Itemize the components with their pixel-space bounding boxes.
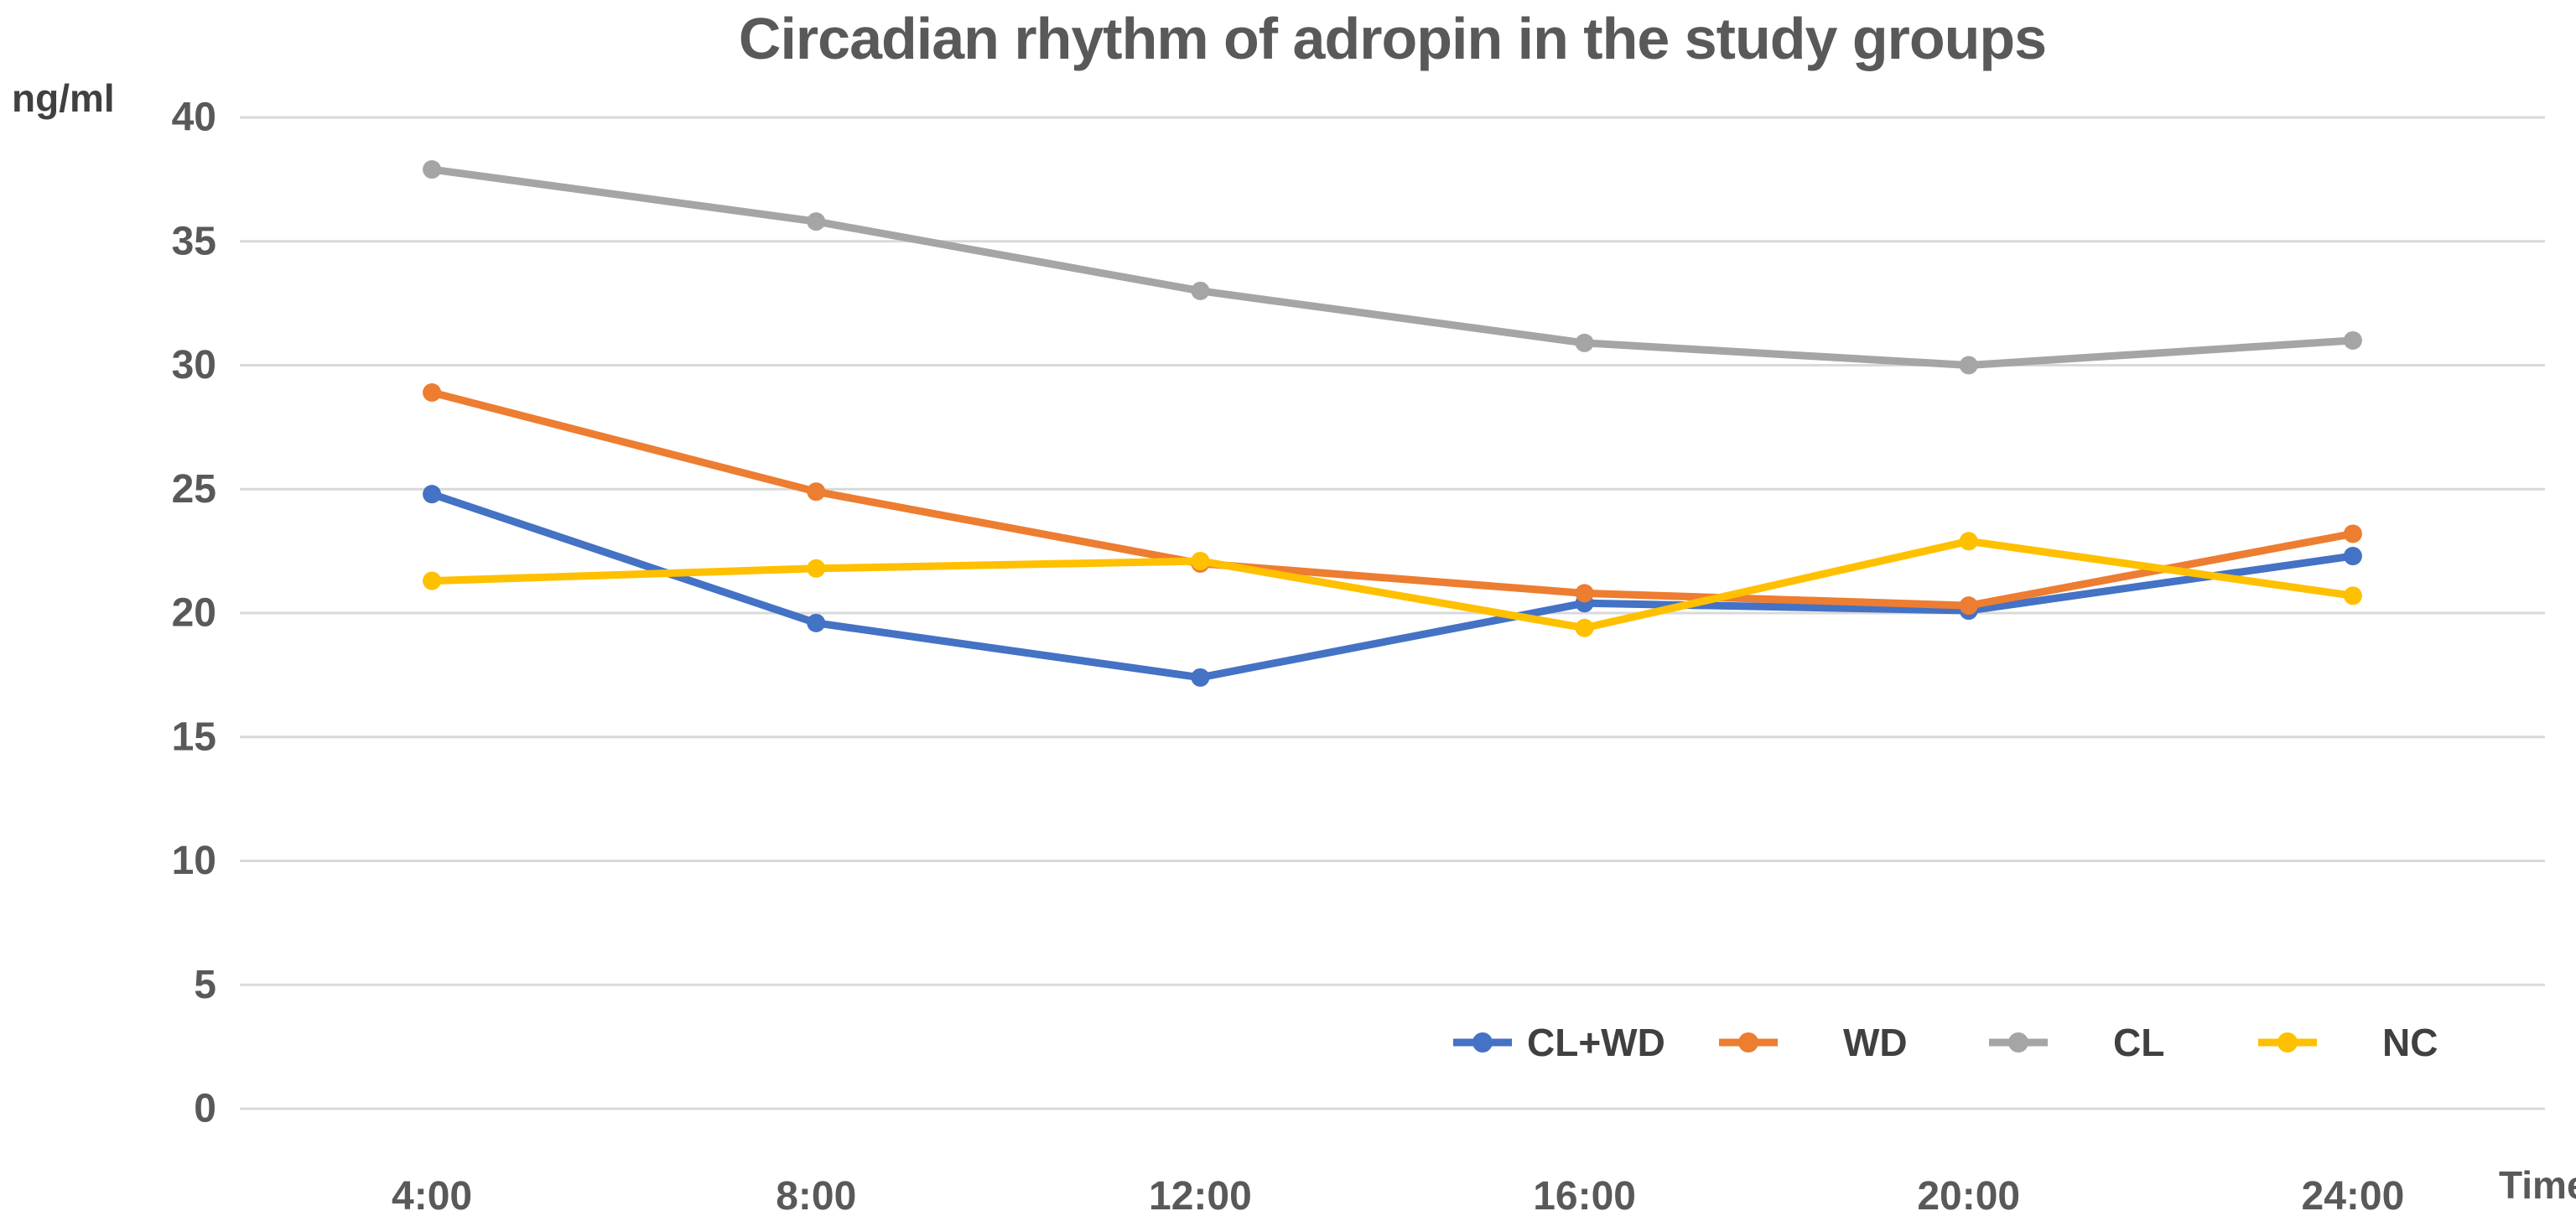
- data-point-WD-24:00: [2343, 524, 2362, 543]
- data-point-WD-20:00: [1959, 596, 1978, 616]
- series-line-CL: [428, 165, 2357, 369]
- legend-item-WD: WD: [1719, 1021, 1908, 1064]
- data-point-NC-4:00: [423, 571, 442, 590]
- data-point-NC-12:00: [1191, 551, 1210, 570]
- legend-item-NC: NC: [2258, 1021, 2438, 1064]
- series-line-WD: [428, 388, 2357, 610]
- data-point-CL+WD-24:00: [2343, 547, 2362, 566]
- data-point-WD-4:00: [423, 383, 442, 403]
- legend-marker-dot: [1738, 1032, 1758, 1053]
- data-point-CL-8:00: [807, 212, 826, 231]
- y-axis-tick-label: 25: [172, 467, 216, 512]
- x-axis-tick-label: 24:00: [2302, 1174, 2405, 1219]
- y-axis-tick-label: 10: [172, 839, 216, 883]
- data-point-WD-16:00: [1575, 584, 1594, 603]
- data-point-NC-8:00: [807, 559, 826, 578]
- y-axis-tick-label: 40: [172, 96, 216, 140]
- x-axis-tick-label: 4:00: [392, 1174, 472, 1219]
- data-point-NC-24:00: [2343, 586, 2362, 606]
- series-line-NC: [428, 537, 2357, 632]
- chart-title: Circadian rhythm of adropin in the study…: [738, 6, 2047, 71]
- legend-label: CL: [2113, 1021, 2164, 1064]
- data-point-CL+WD-4:00: [423, 485, 442, 504]
- legend-marker-dot: [1472, 1032, 1493, 1053]
- data-point-CL-12:00: [1191, 281, 1210, 300]
- data-point-NC-20:00: [1959, 532, 1978, 551]
- legend-marker-dot: [2008, 1032, 2028, 1053]
- x-axis-tick-label: 16:00: [1533, 1174, 1636, 1219]
- y-axis-tick-label: 20: [172, 591, 216, 636]
- x-axis-tick-label: 12:00: [1149, 1174, 1252, 1219]
- legend-item-CL: CL: [1989, 1021, 2164, 1064]
- y-axis-tick-label: 0: [194, 1087, 216, 1131]
- data-point-WD-8:00: [807, 482, 826, 502]
- data-point-CL-4:00: [423, 160, 442, 179]
- y-axis-tick-label: 15: [172, 715, 216, 759]
- y-axis-unit-label: ng/ml: [12, 76, 115, 120]
- data-point-CL+WD-8:00: [807, 613, 826, 632]
- x-axis-tick-label: 20:00: [1917, 1174, 2020, 1219]
- series-line-CL+WD: [428, 490, 2357, 682]
- legend-marker-dot: [2277, 1032, 2298, 1053]
- data-point-CL-20:00: [1959, 356, 1978, 375]
- data-point-CL-24:00: [2343, 330, 2362, 350]
- legend-label: NC: [2382, 1021, 2438, 1064]
- y-axis-tick-label: 5: [194, 963, 216, 1007]
- data-point-CL-16:00: [1575, 333, 1594, 352]
- x-axis-unit-label: Time: [2499, 1163, 2576, 1207]
- legend-item-CL+WD: CL+WD: [1453, 1021, 1665, 1064]
- data-point-CL+WD-12:00: [1191, 668, 1210, 687]
- y-axis-tick-label: 35: [172, 219, 216, 263]
- y-axis-tick-label: 30: [172, 343, 216, 387]
- legend-label: WD: [1843, 1021, 1908, 1064]
- data-point-NC-16:00: [1575, 618, 1594, 637]
- legend-label: CL+WD: [1527, 1021, 1665, 1064]
- x-axis-tick-label: 8:00: [776, 1174, 856, 1219]
